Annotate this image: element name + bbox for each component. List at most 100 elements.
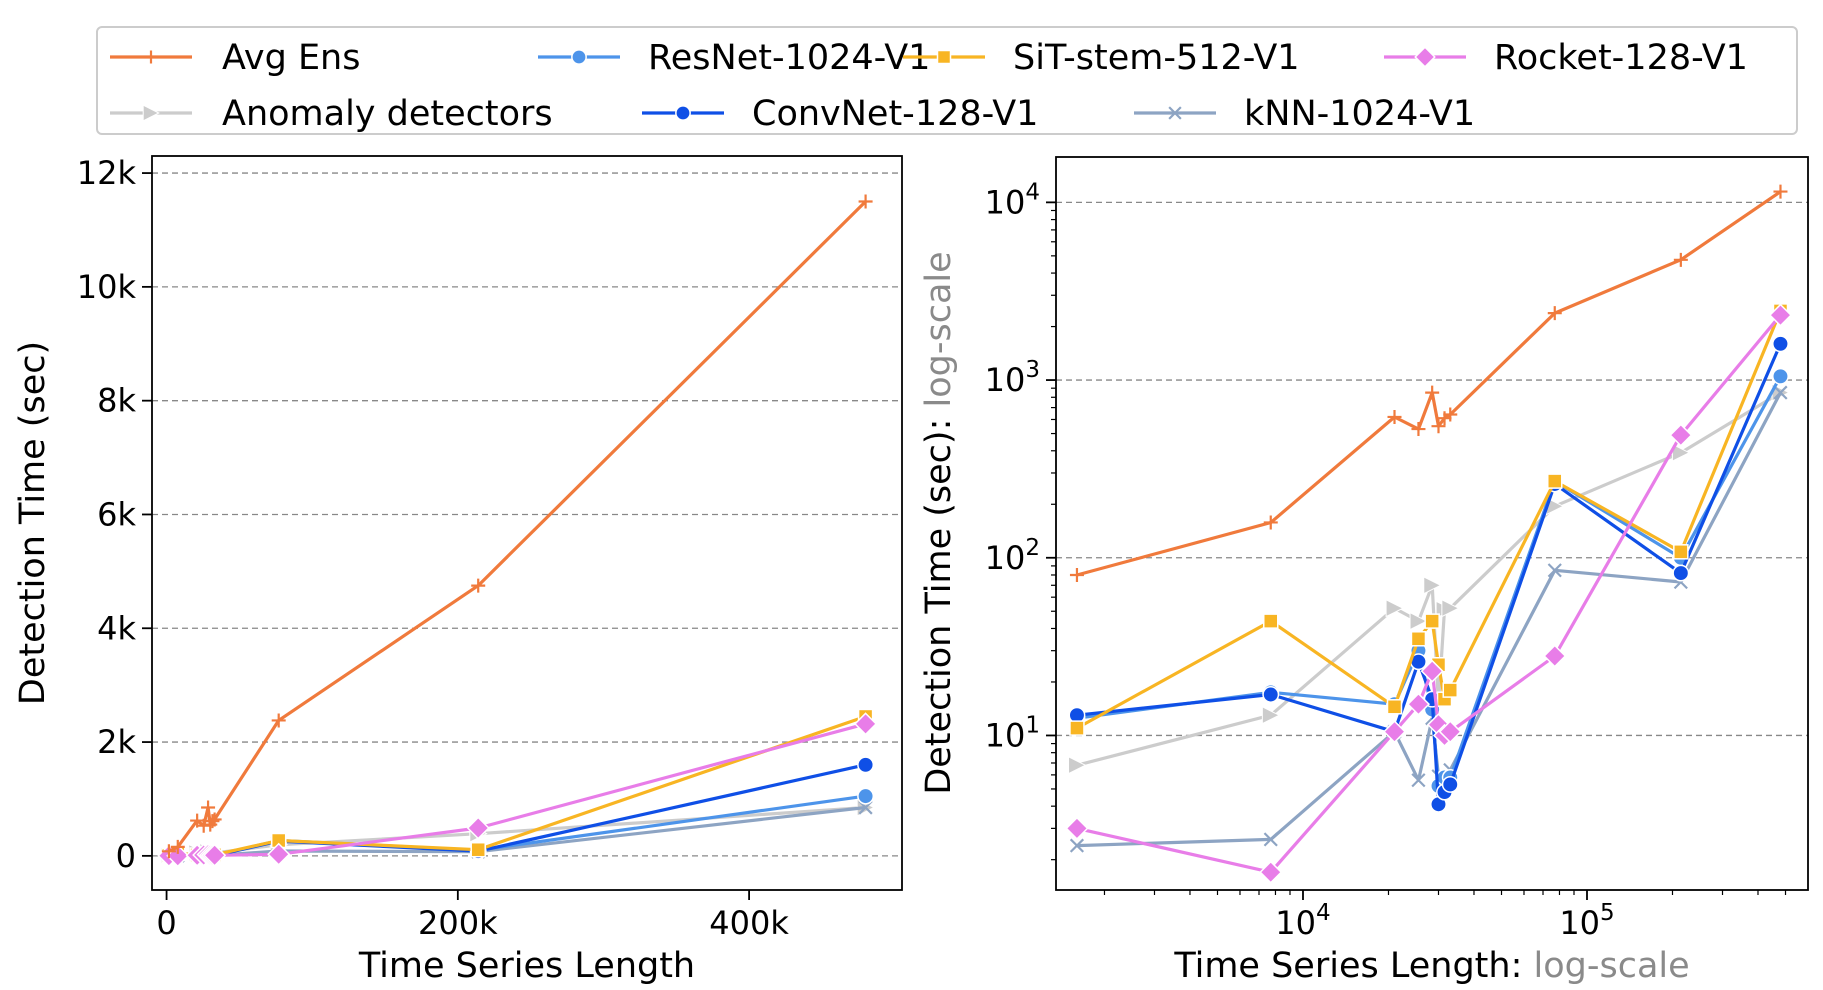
- data-point-rocket: [466, 816, 490, 840]
- series-line-avg_ens: [1076, 190, 1782, 577]
- linear-x-axis-label: Time Series Length: [358, 946, 695, 986]
- data-point-avg_ens: [170, 839, 185, 854]
- linear-y-axis-label: Detection Time (sec): [13, 341, 53, 705]
- data-point-anomaly: [1385, 599, 1405, 618]
- log-chart-panel: 101 102 103 104 104 105 Time Series Length: l…: [919, 156, 1809, 986]
- series-avg_ens: [1069, 184, 1788, 582]
- data-point-sit: [470, 841, 486, 858]
- data-point-knn: [1069, 838, 1085, 853]
- data-point-avg_ens: [271, 713, 286, 728]
- legend-marker: [142, 104, 160, 122]
- legend-label: kNN-1024-V1: [1244, 94, 1475, 134]
- data-point-avg_ens: [858, 194, 873, 209]
- x-tick-label: 105: [1559, 900, 1614, 942]
- x-tick-label: 0: [156, 904, 176, 942]
- data-point-sit: [1263, 613, 1279, 629]
- y-tick-label: 2k: [97, 723, 136, 761]
- data-point-sit: [1547, 473, 1563, 489]
- data-point-rocket: [1259, 860, 1283, 884]
- data-point-anomaly: [1409, 611, 1428, 631]
- data-point-avg_ens: [471, 578, 486, 593]
- data-point-resnet: [857, 787, 875, 805]
- legend-item-sit: SiT-stem-512-V1: [903, 38, 1300, 78]
- legend-marker: [144, 50, 158, 64]
- data-point-knn: [1773, 385, 1788, 400]
- data-point-avg_ens: [1431, 419, 1446, 434]
- y-tick-label: 101: [985, 712, 1040, 754]
- data-point-sit: [1386, 699, 1403, 715]
- data-point-convnet: [1772, 335, 1789, 353]
- legend-item-avg_ens: Avg Ens: [110, 38, 360, 78]
- x-tick-label: 400k: [709, 904, 789, 942]
- linear-chart-panel: 0 2k 4k 6k 8k 10k 12k 0 200k 400k Time Series Len…: [13, 154, 903, 986]
- data-point-rocket: [1420, 659, 1444, 683]
- data-point-anomaly: [1441, 599, 1460, 618]
- series-rocket: [1065, 303, 1793, 884]
- y-tick-label: 4k: [97, 609, 136, 647]
- data-point-rocket: [1543, 644, 1567, 668]
- data-point-sit: [1442, 682, 1459, 698]
- data-point-avg_ens: [1387, 409, 1402, 424]
- log-y-axis-label: Detection Time (sec): log-scale: [919, 251, 959, 794]
- legend-marker: [936, 49, 952, 65]
- legend-label: Avg Ens: [222, 38, 360, 78]
- legend-marker: [571, 49, 587, 65]
- log-x-axis-label-main: Time Series Length:: [1173, 946, 1533, 986]
- data-point-avg_ens: [1069, 567, 1084, 582]
- data-point-resnet: [1772, 367, 1789, 385]
- data-point-avg_ens: [1425, 385, 1440, 400]
- legend-item-resnet: ResNet-1024-V1: [538, 38, 930, 78]
- data-point-rocket: [1065, 816, 1089, 840]
- legend-label: Anomaly detectors: [222, 94, 553, 134]
- legend-label: ResNet-1024-V1: [648, 38, 930, 78]
- legend: Avg Ens ResNet-1024-V1 SiT-stem-512-V1 Rock…: [96, 26, 1798, 135]
- data-point-sit: [1410, 631, 1427, 647]
- legend-marker: [1414, 46, 1436, 68]
- data-point-rocket: [1406, 692, 1431, 716]
- data-point-knn: [1411, 773, 1426, 788]
- y-tick-label: 103: [985, 357, 1040, 399]
- log-x-axis-label: Time Series Length: log-scale: [1173, 946, 1689, 986]
- data-point-rocket: [267, 842, 291, 866]
- data-point-sit: [1424, 613, 1440, 629]
- data-point-rocket: [1669, 423, 1693, 447]
- data-point-avg_ens: [1443, 407, 1458, 422]
- legend-marker: [675, 105, 691, 121]
- y-tick-label: 6k: [97, 495, 136, 533]
- log-y-axis-label-scale: log-scale: [919, 251, 959, 407]
- data-point-sit: [1069, 720, 1085, 736]
- data-point-rocket: [203, 843, 227, 867]
- data-point-rocket: [854, 712, 878, 736]
- data-point-rocket: [1768, 303, 1793, 327]
- data-point-avg_ens: [207, 812, 222, 827]
- data-point-rocket: [1382, 720, 1407, 744]
- data-point-convnet: [1441, 776, 1459, 793]
- series-avg_ens: [161, 194, 873, 859]
- legend-marker: [1168, 106, 1182, 120]
- data-point-avg_ens: [1411, 422, 1426, 437]
- legend-label: ConvNet-128-V1: [752, 94, 1038, 134]
- legend-label: Rocket-128-V1: [1494, 38, 1748, 78]
- legend-item-anomaly: Anomaly detectors: [110, 94, 553, 134]
- linear-plot-frame: [151, 155, 903, 891]
- data-point-convnet: [1672, 564, 1690, 582]
- data-point-knn: [1263, 832, 1278, 847]
- data-point-knn: [1547, 563, 1562, 578]
- data-point-avg_ens: [1773, 184, 1788, 199]
- legend-frame: [96, 26, 1798, 135]
- data-point-convnet: [1262, 686, 1280, 703]
- data-point-anomaly: [1261, 706, 1281, 725]
- legend-item-convnet: ConvNet-128-V1: [642, 94, 1038, 134]
- legend-label: SiT-stem-512-V1: [1013, 38, 1300, 78]
- log-y-axis-label-main: Detection Time (sec):: [919, 408, 959, 795]
- y-tick-label: 8k: [97, 382, 136, 420]
- legend-item-knn: kNN-1024-V1: [1134, 94, 1475, 134]
- data-point-convnet: [857, 756, 875, 774]
- y-tick-label: 102: [985, 535, 1040, 577]
- data-point-avg_ens: [201, 800, 216, 815]
- data-point-avg_ens: [196, 818, 211, 833]
- data-point-sit: [1673, 544, 1689, 560]
- data-point-rocket: [1438, 720, 1462, 744]
- log-x-axis-label-scale: log-scale: [1534, 946, 1690, 986]
- data-point-anomaly: [1068, 756, 1087, 775]
